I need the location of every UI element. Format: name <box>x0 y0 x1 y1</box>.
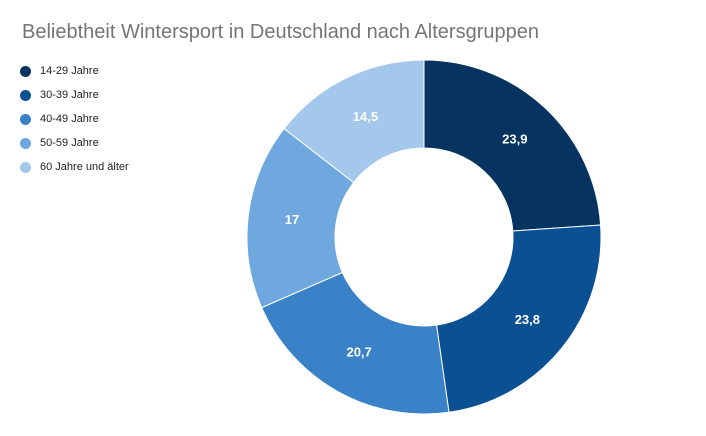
legend-swatch <box>20 161 31 173</box>
donut-slice-1 <box>423 59 602 232</box>
slice-value-label-4: 17 <box>285 212 299 227</box>
legend: 14-29 Jahre 30-39 Jahre 40-49 Jahre 50-5… <box>20 59 129 179</box>
legend-label: 14-29 Jahre <box>40 65 99 77</box>
donut-slice-4 <box>246 127 355 309</box>
slice-value-label-1: 23,9 <box>502 131 527 146</box>
legend-swatch <box>20 65 31 77</box>
legend-item-60-plus: 60 Jahre und älter <box>20 155 129 179</box>
chart-title: Beliebtheit Wintersport in Deutschland n… <box>22 21 539 43</box>
legend-label: 60 Jahre und älter <box>40 161 129 173</box>
slice-value-label-2: 23,8 <box>515 312 540 327</box>
legend-item-40-49: 40-49 Jahre <box>20 107 129 131</box>
legend-item-30-39: 30-39 Jahre <box>20 83 129 107</box>
donut-slice-3 <box>261 271 450 415</box>
legend-swatch <box>20 89 31 101</box>
donut-slice-5 <box>283 59 425 184</box>
legend-label: 50-59 Jahre <box>40 137 99 149</box>
legend-swatch <box>20 113 31 125</box>
legend-item-14-29: 14-29 Jahre <box>20 59 129 83</box>
legend-label: 40-49 Jahre <box>40 113 99 125</box>
slice-value-label-5: 14,5 <box>353 109 378 124</box>
slice-value-label-3: 20,7 <box>346 345 371 360</box>
donut-slice-2 <box>435 224 602 413</box>
legend-label: 30-39 Jahre <box>40 89 99 101</box>
legend-item-50-59: 50-59 Jahre <box>20 131 129 155</box>
legend-swatch <box>20 137 31 149</box>
